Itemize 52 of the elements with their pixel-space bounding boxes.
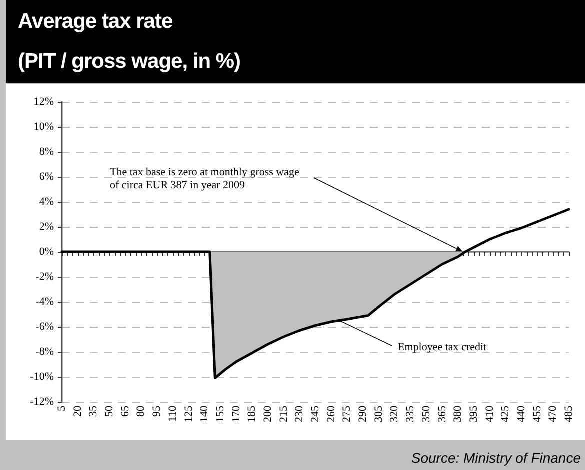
x-tick-label: 185: [246, 406, 258, 422]
x-tick-label: 410: [484, 406, 496, 422]
x-tick-label: 260: [325, 406, 338, 422]
y-tick-label: 8%: [39, 146, 54, 158]
x-tick-label: 245: [310, 406, 322, 422]
x-tick-label: 425: [500, 406, 512, 422]
x-tick-label: 470: [547, 406, 560, 422]
x-tick-label: 65: [119, 406, 132, 417]
y-tick-label: 2%: [39, 221, 54, 233]
y-tick-label: 10%: [34, 121, 54, 133]
x-tick-label: 380: [452, 406, 464, 422]
x-tick-label: 455: [531, 406, 544, 422]
x-tick-label: 350: [420, 406, 432, 422]
x-tick-label: 485: [563, 406, 575, 422]
annotation: Employee tax credit: [398, 342, 487, 354]
x-tick-label: 365: [436, 406, 448, 422]
x-tick-label: 5: [56, 406, 68, 412]
x-tick-label: 80: [135, 406, 148, 417]
x-tick-label: 200: [262, 406, 274, 422]
x-tick-label: 395: [468, 406, 480, 422]
y-tick-label: -4%: [36, 296, 54, 308]
x-tick-label: 35: [88, 406, 100, 417]
x-tick-label: 305: [372, 406, 385, 422]
x-tick-label: 20: [72, 406, 84, 417]
x-tick-label: 50: [104, 406, 116, 417]
x-tick-label: 440: [515, 406, 528, 422]
y-tick-label: -8%: [36, 346, 54, 358]
x-tick-label: 110: [166, 406, 179, 422]
y-tick-label: 6%: [39, 171, 54, 183]
y-tick-label: 12%: [34, 96, 54, 108]
y-tick-label: 4%: [39, 196, 54, 208]
line-series: [60, 208, 570, 380]
y-tick-label: -2%: [36, 271, 54, 283]
x-tick-label: 320: [388, 406, 401, 422]
annotation: The tax base is zero at monthly gross wage of circa EUR 387 in year 2009: [110, 166, 302, 192]
y-tick-label: 0%: [39, 246, 54, 258]
x-tick-label: 290: [357, 406, 370, 422]
y-tick-label: -12%: [30, 396, 54, 408]
y-tick-label: -6%: [36, 321, 54, 333]
source-note: Source: Ministry of Finance: [411, 450, 581, 466]
x-tick-label: 155: [214, 406, 226, 422]
chart-title: Average tax rate: [18, 10, 173, 34]
x-tick-label: 275: [341, 406, 354, 422]
x-tick-label: 170: [230, 406, 242, 422]
x-tick-label: 140: [198, 406, 211, 422]
y-tick-label: -10%: [30, 371, 54, 383]
x-tick-label: 230: [294, 406, 306, 422]
x-tick-label: 335: [404, 406, 417, 422]
x-tick-label: 215: [278, 406, 290, 422]
x-tick-label: 125: [182, 406, 195, 422]
chart-subtitle: (PIT / gross wage, in %): [18, 50, 241, 74]
x-tick-label: 95: [151, 406, 164, 417]
